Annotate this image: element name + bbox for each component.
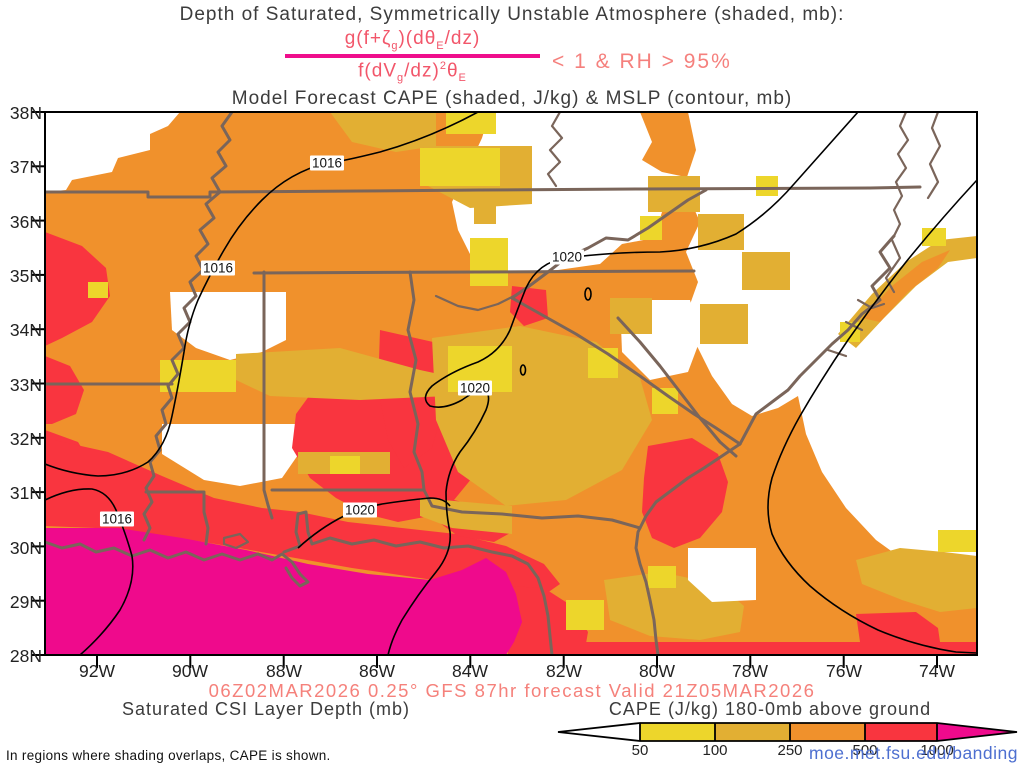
latitude-ticks bbox=[32, 111, 45, 656]
colorbar-tick: 50 bbox=[631, 742, 649, 759]
model-run-line: 06Z02MAR2026 0.25° GFS 87hr forecast Val… bbox=[208, 680, 816, 701]
lon-label: 74W bbox=[919, 661, 955, 681]
magenta-region bbox=[45, 528, 522, 655]
lon-label: 78W bbox=[732, 661, 768, 681]
contour-label: 1020 bbox=[342, 502, 378, 518]
lat-label: 37N bbox=[9, 157, 42, 177]
lon-label: 82W bbox=[546, 661, 582, 681]
csi-legend-label: Saturated CSI Layer Depth (mb) bbox=[121, 699, 411, 719]
lat-label: 33N bbox=[9, 375, 42, 395]
lat-label: 35N bbox=[9, 266, 42, 286]
longitude-ticks bbox=[96, 655, 938, 668]
formula-numerator: g(f+ζg)(dθE/dz) bbox=[344, 28, 481, 52]
lat-label: 29N bbox=[9, 592, 42, 612]
lon-label: 86W bbox=[359, 661, 395, 681]
shading-layer bbox=[45, 112, 977, 655]
mslp-contours bbox=[45, 112, 977, 655]
state-borders bbox=[45, 112, 942, 655]
formula-condition: < 1 & RH > 95% bbox=[552, 50, 732, 73]
lat-label: 36N bbox=[9, 212, 42, 232]
contour-label: 1020 bbox=[549, 249, 585, 265]
formula-denominator: f(dVg/dz)2θE bbox=[358, 59, 467, 84]
cape-legend-label: CAPE (J/kg) 180-0mb above ground bbox=[608, 699, 932, 719]
page-title: Depth of Saturated, Symmetrically Unstab… bbox=[179, 4, 845, 25]
website-link[interactable]: moe.met.fsu.edu/banding bbox=[809, 743, 1018, 763]
map-subtitle: Model Forecast CAPE (shaded, J/kg) & MSL… bbox=[231, 88, 793, 109]
lon-label: 90W bbox=[172, 661, 208, 681]
lat-label: 30N bbox=[9, 538, 42, 558]
white-pocket bbox=[688, 548, 756, 602]
colorbar-tick: 250 bbox=[777, 742, 803, 759]
contour-label: 1016 bbox=[200, 260, 236, 276]
contour-label: 1020 bbox=[457, 380, 493, 396]
fraction-bar bbox=[285, 53, 540, 58]
lat-label: 34N bbox=[9, 320, 42, 340]
lat-label: 38N bbox=[9, 103, 42, 123]
lat-label: 31N bbox=[9, 483, 42, 503]
cape-colorbar bbox=[557, 722, 1018, 742]
overlap-note: In regions where shading overlaps, CAPE … bbox=[6, 748, 331, 763]
lon-label: 92W bbox=[79, 661, 115, 681]
contour-label: 1016 bbox=[309, 155, 345, 171]
colorbar-tick: 100 bbox=[702, 742, 728, 759]
lon-label: 88W bbox=[266, 661, 302, 681]
colorbar-tick: 500 bbox=[852, 742, 878, 759]
colorbar-tick: 1000 bbox=[920, 742, 954, 759]
lat-label: 32N bbox=[9, 429, 42, 449]
csi-formula: g(f+ζg)(dθE/dz) f(dVg/dz)2θE bbox=[285, 28, 540, 84]
lon-label: 84W bbox=[452, 661, 488, 681]
lon-label: 80W bbox=[639, 661, 675, 681]
contour-label: 1016 bbox=[99, 511, 135, 527]
lat-label: 28N bbox=[9, 646, 42, 666]
lon-label: 76W bbox=[826, 661, 862, 681]
